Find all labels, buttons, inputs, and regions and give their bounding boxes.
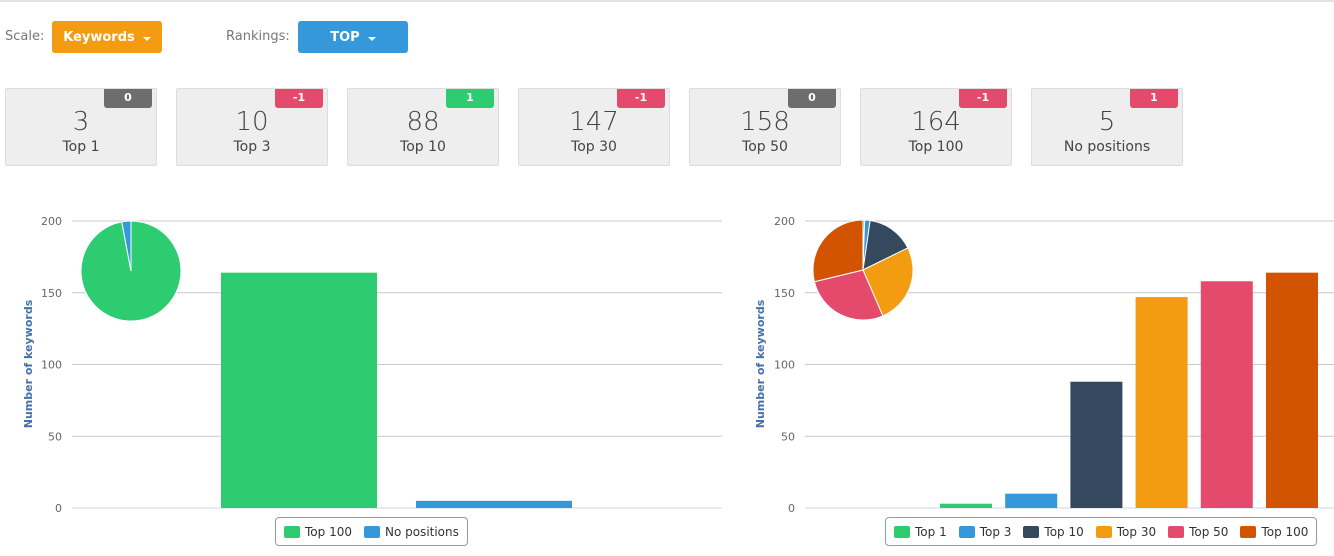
legend-swatch	[894, 525, 910, 538]
legend-item[interactable]: Top 50	[1168, 525, 1228, 539]
legend-label: Top 30	[1116, 524, 1157, 539]
stat-label: Top 30	[571, 139, 617, 155]
stat-card[interactable]: -1 10 Top 3	[176, 88, 328, 166]
caret-down-icon	[142, 36, 151, 41]
legend-item[interactable]: Top 30	[1095, 524, 1157, 539]
legend-label: Top 100	[1261, 524, 1309, 539]
pie-slice	[121, 220, 132, 272]
delta-badge: -1	[959, 89, 1007, 108]
legend-swatch	[284, 525, 300, 538]
stat-label: Top 10	[400, 139, 446, 155]
y-tick-label: 100	[41, 359, 62, 372]
pie-slice	[813, 269, 884, 321]
bar	[1266, 272, 1318, 508]
y-axis-title: Number of keywords	[754, 299, 767, 428]
delta-badge: 1	[1130, 89, 1178, 108]
y-tick-label: 50	[48, 430, 62, 443]
stat-value: 3	[72, 107, 90, 137]
bar	[1005, 493, 1058, 508]
y-tick-label: 50	[781, 430, 795, 443]
stat-card[interactable]: 0 158 Top 50	[689, 88, 841, 166]
rankings-dropdown[interactable]: TOP	[298, 21, 408, 53]
stat-card[interactable]: 1 5 No positions	[1031, 88, 1183, 166]
stat-value: 88	[406, 107, 440, 137]
y-tick-label: 200	[41, 215, 62, 228]
legend-swatch	[1023, 525, 1040, 538]
bar	[1070, 381, 1123, 508]
scale-value: Keywords	[63, 29, 135, 45]
legend-label: Top 50	[1189, 524, 1229, 539]
legend-swatch	[1168, 525, 1185, 538]
legend-item[interactable]: Top 1	[894, 525, 947, 539]
chart-legend: Top 1 Top 3 Top 10 Top 30 Top 50 Top 100	[885, 517, 1318, 546]
stat-value: 158	[740, 107, 790, 137]
y-tick-label: 0	[55, 502, 62, 515]
bar	[221, 272, 377, 508]
y-tick-label: 100	[774, 359, 795, 372]
legend-swatch	[1240, 525, 1257, 538]
legend-item[interactable]: No positions	[363, 524, 459, 539]
stat-label: No positions	[1063, 139, 1151, 155]
legend-item[interactable]: Top 100	[284, 525, 352, 539]
delta-badge: 0	[788, 89, 836, 108]
top-divider	[0, 0, 1334, 2]
scale-label: Scale:	[5, 29, 45, 44]
y-tick-label: 150	[774, 287, 795, 300]
scale-dropdown[interactable]: Keywords	[52, 21, 162, 53]
stat-label: Top 1	[62, 139, 100, 155]
legend-label: Top 1	[915, 524, 947, 539]
stat-card[interactable]: -1 147 Top 30	[518, 88, 670, 166]
caret-down-icon	[367, 36, 376, 41]
stat-value: 147	[569, 107, 619, 137]
stat-label: Top 100	[908, 139, 964, 155]
bar	[416, 500, 572, 508]
bar	[940, 503, 992, 508]
stat-card[interactable]: -1 164 Top 100	[860, 88, 1012, 166]
pie-slice	[812, 219, 864, 283]
legend-label: Top 10	[1044, 524, 1084, 539]
stat-value: 5	[1098, 107, 1116, 137]
legend-swatch	[958, 525, 975, 538]
stat-label: Top 50	[742, 139, 788, 155]
legend-label: No positions	[384, 524, 459, 539]
rankings-value: TOP	[330, 29, 360, 45]
delta-badge: 1	[446, 89, 494, 108]
rankings-label: Rankings:	[226, 29, 290, 44]
stat-value: 164	[911, 107, 961, 137]
delta-badge: 0	[104, 89, 152, 108]
legend-swatch	[363, 525, 380, 538]
legend-item[interactable]: Top 3	[958, 524, 1012, 539]
delta-badge: -1	[617, 89, 665, 108]
legend-item[interactable]: Top 100	[1240, 525, 1308, 539]
chart-legend: Top 100 No positions	[275, 517, 468, 546]
y-axis-title: Number of keywords	[22, 299, 35, 428]
bar	[1135, 297, 1188, 508]
y-tick-label: 0	[788, 502, 795, 515]
stat-label: Top 3	[233, 139, 271, 155]
stat-card[interactable]: 1 88 Top 10	[347, 88, 499, 166]
legend-label: Top 3	[979, 524, 1012, 539]
legend-item[interactable]: Top 10	[1023, 524, 1084, 539]
legend-label: Top 100	[305, 524, 352, 539]
y-tick-label: 200	[774, 215, 795, 228]
pie-slice	[862, 219, 909, 271]
y-tick-label: 150	[41, 287, 62, 300]
bar	[1200, 281, 1253, 508]
delta-badge: -1	[275, 89, 323, 108]
legend-swatch	[1095, 525, 1112, 538]
stat-card[interactable]: 0 3 Top 1	[5, 88, 157, 166]
stat-value: 10	[235, 107, 269, 137]
